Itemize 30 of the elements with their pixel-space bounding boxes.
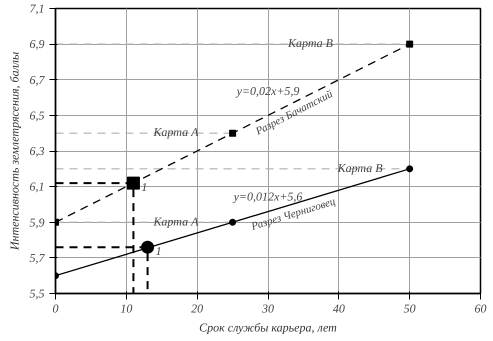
annotation: 1 bbox=[141, 180, 148, 194]
y-tick-label: 5,7 bbox=[30, 250, 46, 265]
y-tick-label: 6,7 bbox=[30, 72, 46, 87]
y-tick-label: 6,9 bbox=[30, 37, 44, 52]
x-tick-label: 20 bbox=[191, 302, 204, 316]
point bbox=[229, 130, 236, 137]
annotation: Карта А bbox=[152, 214, 200, 228]
x-tick-label: 60 bbox=[474, 302, 486, 316]
annotation: Карта А bbox=[152, 125, 200, 140]
annotation: Карта В bbox=[336, 160, 384, 175]
y-tick-label: 6,1 bbox=[30, 180, 44, 194]
point bbox=[229, 218, 236, 226]
y-tick-label: 6,5 bbox=[30, 108, 44, 122]
y-tick-label: 7,1 bbox=[30, 2, 44, 16]
point bbox=[126, 176, 140, 190]
x-tick-label: 30 bbox=[261, 302, 274, 316]
y-tick-label: 5,9 bbox=[30, 215, 44, 230]
point bbox=[406, 40, 414, 48]
y-axis-title: Интенсивность землетрясения, баллы bbox=[8, 52, 22, 252]
y-tick-label: 5,5 bbox=[30, 286, 44, 300]
x-tick-label: 50 bbox=[404, 302, 416, 316]
annotation: Карта В bbox=[287, 36, 334, 50]
y-tick-label: 6,3 bbox=[30, 144, 44, 158]
annotation: 1 bbox=[156, 244, 162, 258]
x-axis-title: Срок службы карьера, лет bbox=[199, 320, 338, 334]
x-tick-label: 40 bbox=[332, 302, 345, 316]
x-tick-label: 0 bbox=[52, 302, 58, 316]
point bbox=[141, 240, 154, 254]
point bbox=[406, 165, 414, 172]
x-tick-label: 10 bbox=[120, 302, 132, 316]
